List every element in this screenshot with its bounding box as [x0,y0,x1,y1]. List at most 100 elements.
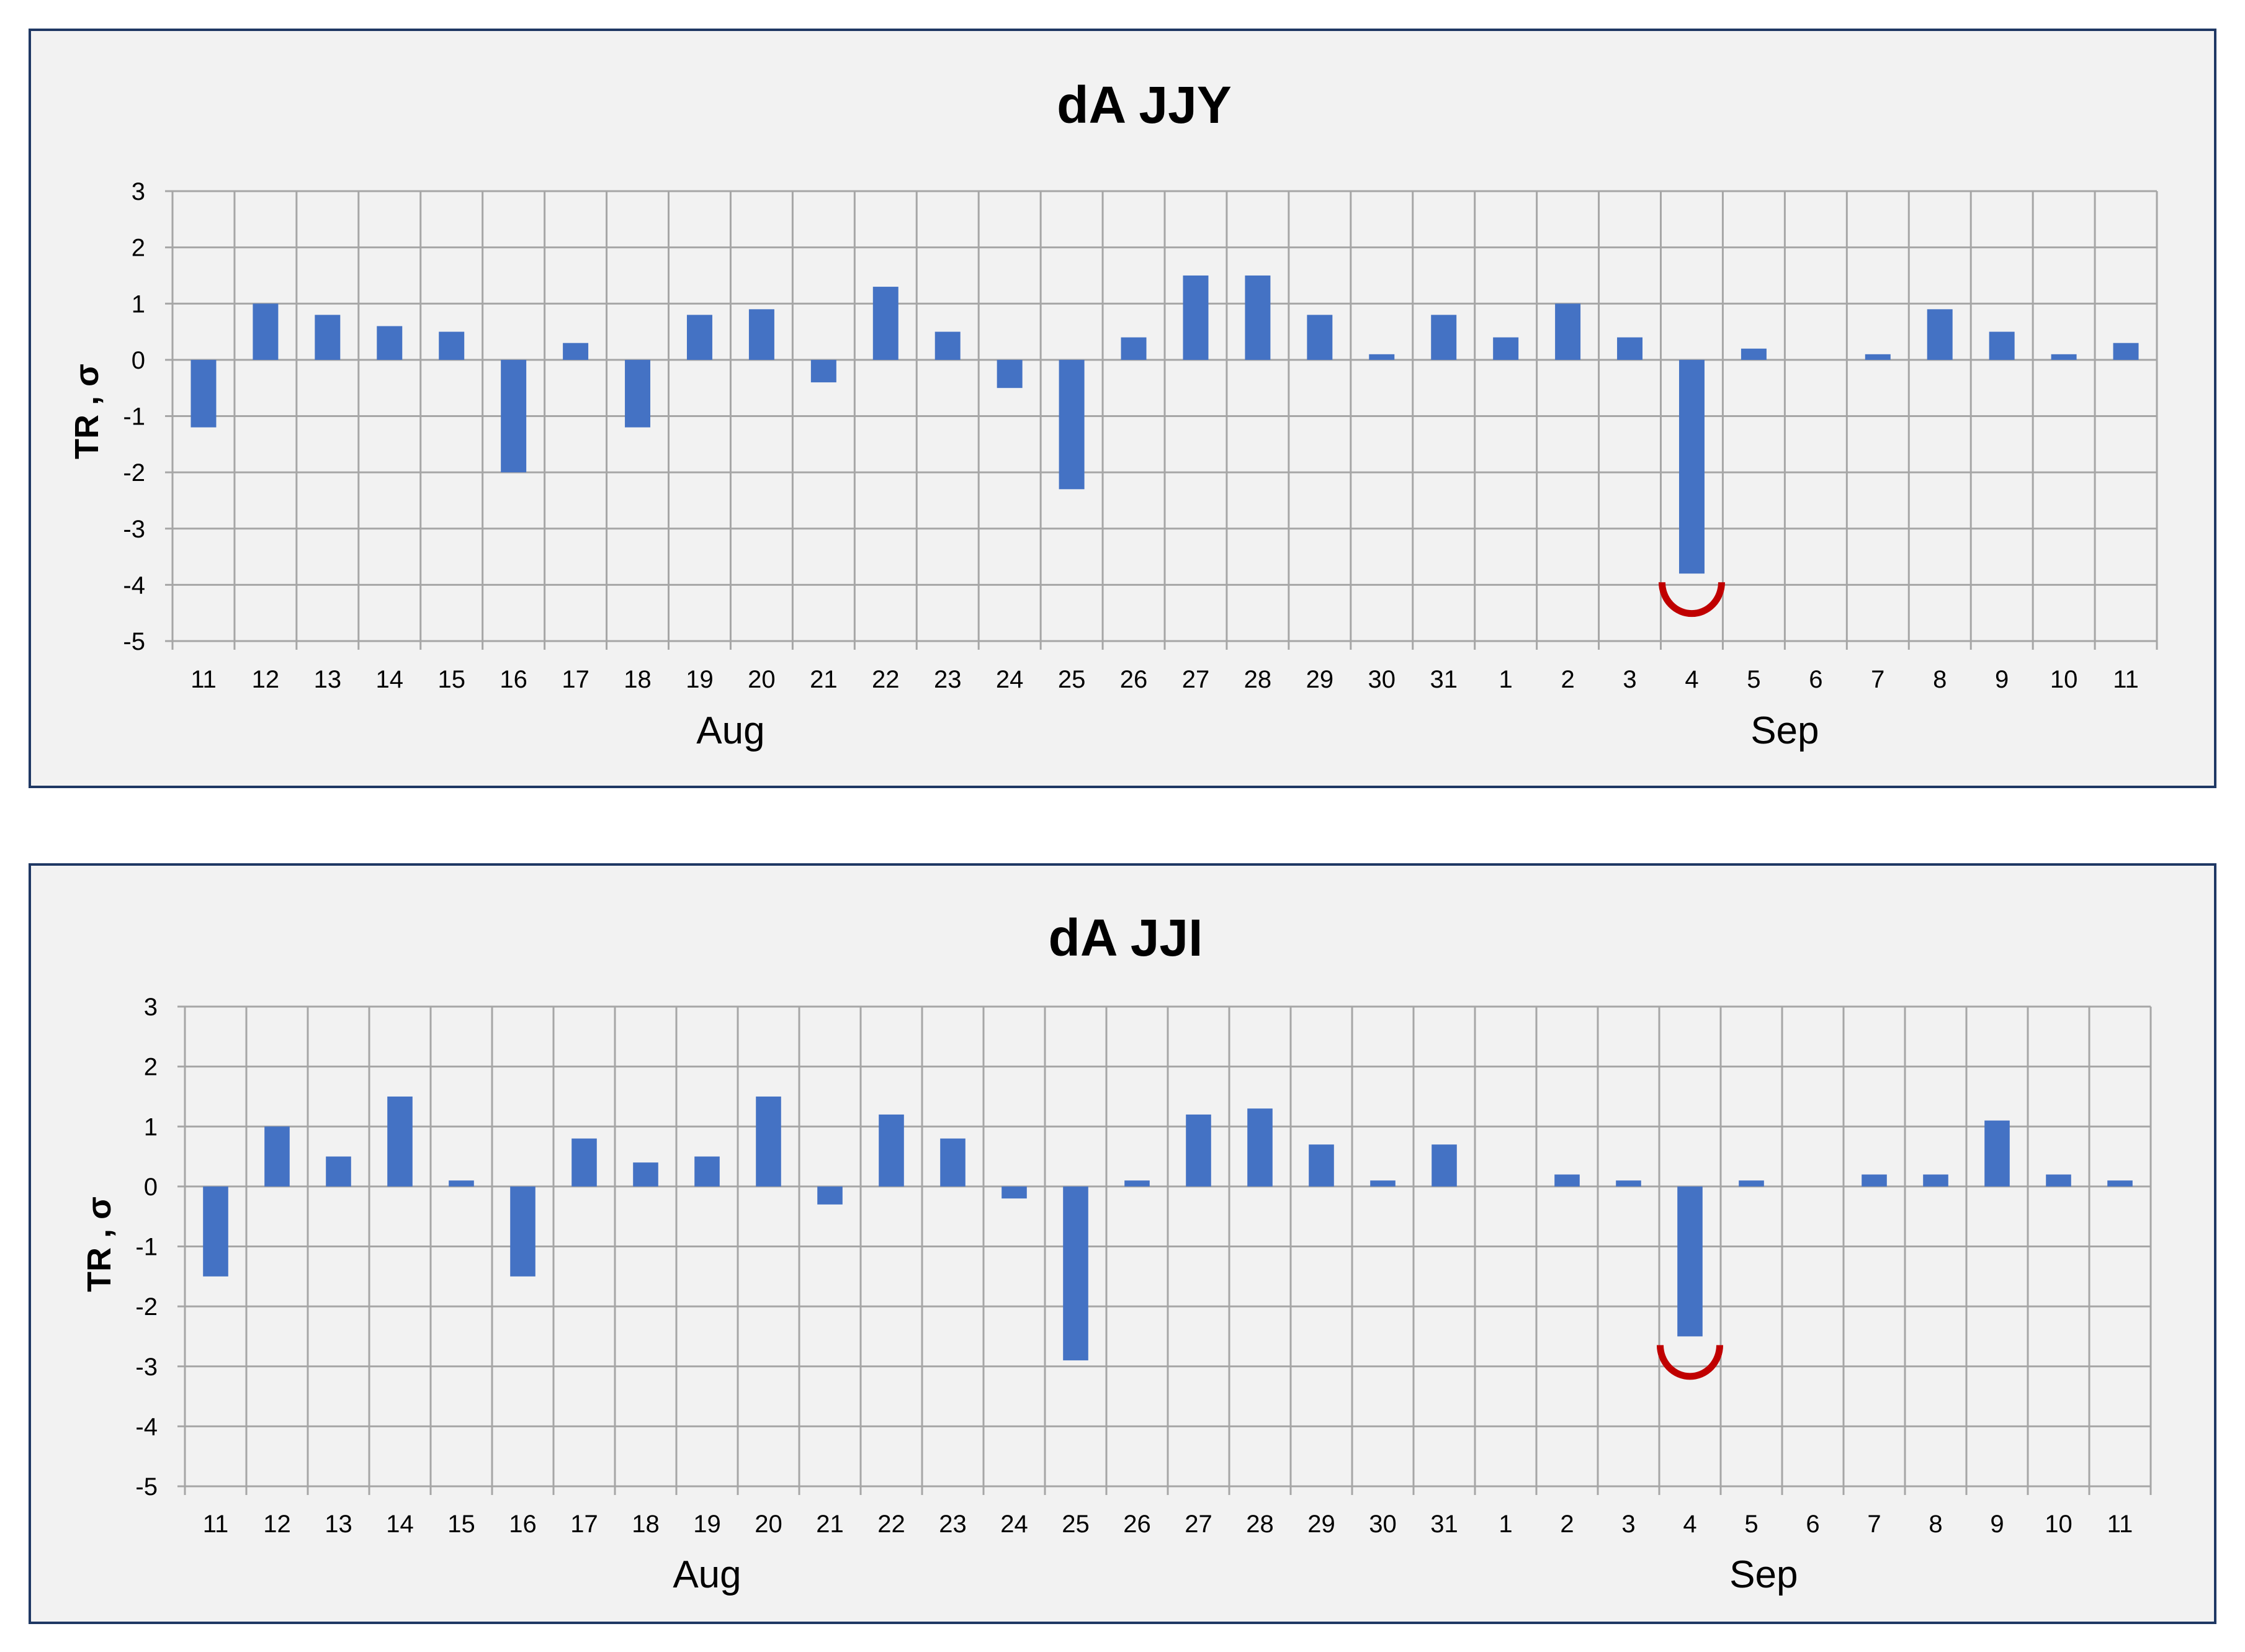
x-tick-label: 24 [996,666,1024,693]
y-tick-label: -3 [123,516,145,543]
x-tick-label: 22 [877,1511,905,1538]
x-tick-label: 7 [1871,666,1884,693]
x-tick-label: 28 [1246,1511,1274,1538]
y-tick-label: 2 [132,235,145,262]
bar [997,359,1023,388]
x-tick-label: 25 [1058,666,1086,693]
x-tick-label: 17 [562,666,589,693]
x-tick-label: 8 [1929,1511,1942,1538]
bar [1554,1174,1580,1187]
highlight-arc [1658,582,1725,617]
bar [387,1096,413,1187]
chart-panel-jjy: dA JJY TR , σ 3 2 1 0 -1 -2 -3 -4 -5 11 12 13 14 15 16… [29,29,2216,788]
x-tick-label: 17 [570,1511,598,1538]
x-tick-label: 22 [872,666,900,693]
bar [625,359,651,428]
x-tick-label: 19 [686,666,714,693]
x-tick-label: 14 [376,666,404,693]
x-tick-label: 28 [1244,666,1272,693]
chart-title: dA JJI [1049,909,1203,967]
bar [1555,303,1581,360]
bar [1247,1108,1273,1187]
month-label: Sep [1750,709,1819,752]
y-tick-label: 1 [132,290,145,318]
y-tick-label: 0 [132,347,145,374]
y-tick-label: -3 [135,1353,158,1381]
x-tick-label: 13 [314,666,342,693]
bar [756,1096,781,1187]
x-tick-label: 27 [1185,1511,1212,1538]
bar [1431,315,1457,360]
bar [315,315,341,360]
x-tick-label: 2 [1560,1511,1574,1538]
x-tick-label: 30 [1368,666,1396,693]
bar [1739,1180,1764,1187]
bar [2107,1180,2133,1187]
x-tick-label: 26 [1120,666,1148,693]
month-label: Sep [1729,1553,1798,1596]
x-tick-label: 7 [1867,1511,1881,1538]
bar [872,287,898,360]
x-tick-label: 31 [1430,1511,1458,1538]
x-tick-label: 19 [693,1511,721,1538]
bar [748,309,774,360]
y-tick-label: -2 [135,1293,158,1321]
bar [686,315,712,360]
bar [1493,337,1519,360]
bar [1923,1174,1948,1187]
bar [940,1138,966,1187]
x-tick-label: 27 [1182,666,1210,693]
x-tick-label: 31 [1430,666,1458,693]
bar [326,1156,351,1187]
bar [1186,1114,1211,1187]
x-tick-label: 3 [1623,666,1636,693]
x-tick-label: 24 [1000,1511,1028,1538]
y-tick-label: -4 [123,572,145,599]
x-tick-label: 18 [624,666,652,693]
y-tick-label: 3 [144,994,158,1021]
bar [1432,1144,1457,1187]
bar [934,331,961,360]
bar [1183,275,1209,360]
month-label: Aug [696,709,764,752]
x-tick-label: 15 [437,666,465,693]
bar [1369,354,1395,360]
bar [2046,1174,2071,1187]
bar [810,359,836,383]
bar [1865,354,1891,360]
bar [1307,315,1333,360]
x-tick-label: 10 [2050,666,2078,693]
bar [1989,331,2015,360]
x-tick-label: 30 [1369,1511,1397,1538]
x-tick-label: 11 [2107,1511,2133,1538]
bar [253,303,279,360]
bar [633,1162,658,1187]
bar [1984,1120,2010,1187]
x-tick-label: 12 [263,1511,291,1538]
x-tick-label: 9 [1995,666,2009,693]
bar [190,359,217,428]
x-tick-label: 11 [190,666,217,693]
bar [203,1186,228,1277]
x-tick-label: 10 [2045,1511,2072,1538]
bar [2051,354,2077,360]
bar [694,1156,720,1187]
bar [1862,1174,1887,1187]
bar [879,1114,904,1187]
x-tick-label: 21 [816,1511,844,1538]
x-tick-label: 5 [1744,1511,1758,1538]
bar [563,343,589,360]
x-tick-label: 5 [1747,666,1760,693]
y-tick-label: -1 [123,403,145,431]
chart-title: dA JJY [1057,76,1232,134]
y-tick-label: -5 [123,628,145,655]
x-tick-label: 21 [810,666,838,693]
bar [1677,1186,1703,1337]
x-tick-label: 20 [748,666,776,693]
y-tick-label: 3 [132,178,145,205]
chart-panel-jji: dA JJI TR , σ 3 2 1 0 -1 -2 -3 -4 -5 11 12 13 14 15 16… [29,863,2216,1624]
x-tick-label: 16 [509,1511,537,1538]
x-tick-label: 2 [1561,666,1574,693]
y-axis-label: TR , σ [81,1196,118,1292]
